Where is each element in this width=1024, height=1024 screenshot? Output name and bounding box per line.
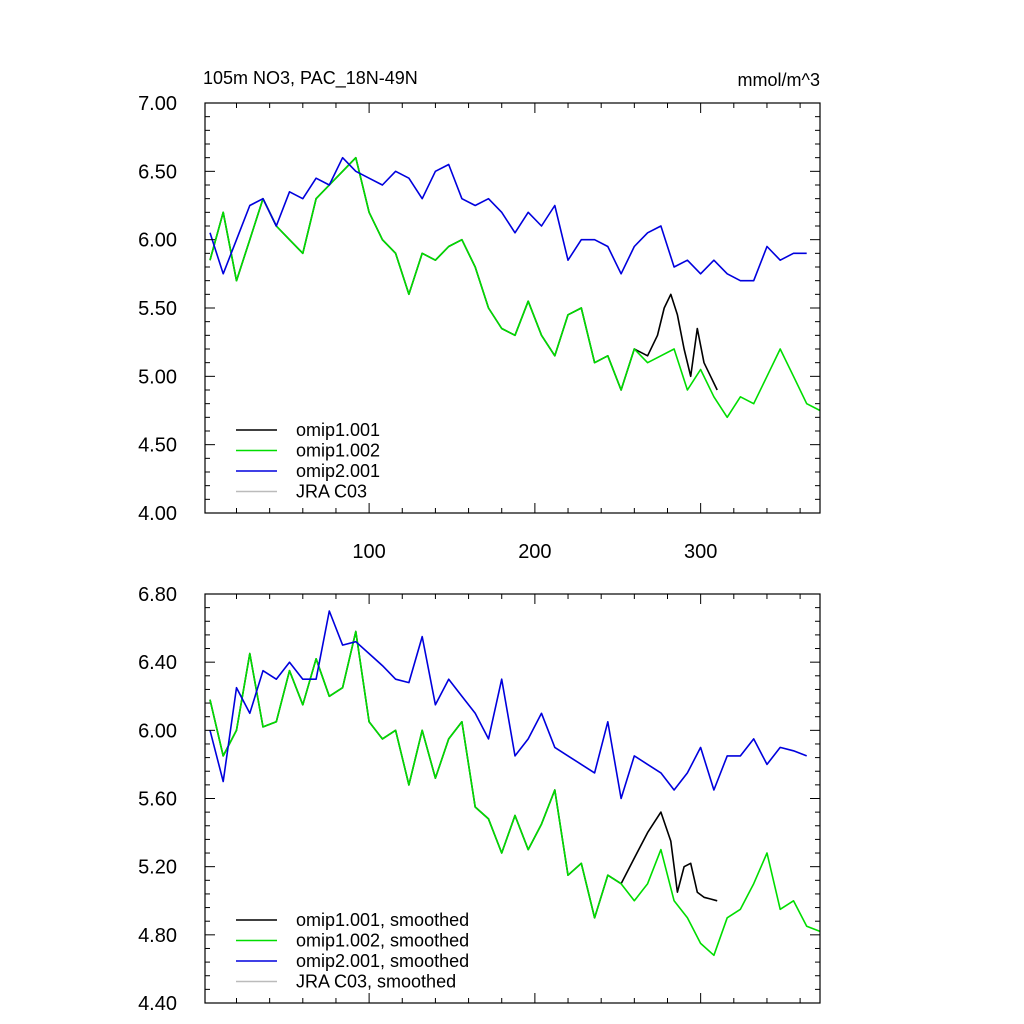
legend-label-0: omip1.001 [296,420,380,440]
y-tick-label: 6.80 [138,584,177,606]
top-panel: 4.00 4.50 5.00 5.50 6.00 6.50 7.00 100 200 300 omi… [138,93,821,563]
x-tick-label: 100 [352,541,385,563]
series-line-2 [209,156,807,282]
y-tick-label: 6.00 [138,230,177,252]
y-tick-label: 6.50 [138,161,177,183]
series-line-1 [209,630,821,957]
legend-label-0: omip1.001, smoothed [296,910,469,930]
y-tick-label: 6.00 [138,720,177,742]
x-tick-label: 200 [518,541,551,563]
y-tick-label: 6.40 [138,652,177,674]
x-tick-label: 300 [684,541,717,563]
y-tick-label: 5.20 [138,857,177,879]
y-tick-label: 4.50 [138,435,177,457]
series-line-2 [209,610,807,800]
bottom-panel: 4.40 4.80 5.20 5.60 6.00 6.40 6.80 omip1.001, s… [138,584,821,1015]
units-label: mmol/m^3 [738,70,820,90]
y-tick-label: 5.60 [138,789,177,811]
y-tick-label: 4.80 [138,925,177,947]
series-line-0 [209,630,718,919]
y-tick-label: 7.00 [138,93,177,115]
legend-label-3: JRA C03, smoothed [296,972,456,992]
legend-label-1: omip1.002, smoothed [296,931,469,951]
y-tick-label: 4.40 [138,993,177,1015]
y-tick-label: 4.00 [138,503,177,525]
legend-label-2: omip2.001 [296,461,380,481]
legend-label-2: omip2.001, smoothed [296,951,469,971]
legend-label-3: JRA C03 [296,482,367,502]
legend-label-1: omip1.002 [296,441,380,461]
y-tick-label: 5.00 [138,366,177,388]
series-line-1 [209,156,821,419]
y-tick-label: 5.50 [138,298,177,320]
chart-title: 105m NO3, PAC_18N-49N [203,68,418,89]
